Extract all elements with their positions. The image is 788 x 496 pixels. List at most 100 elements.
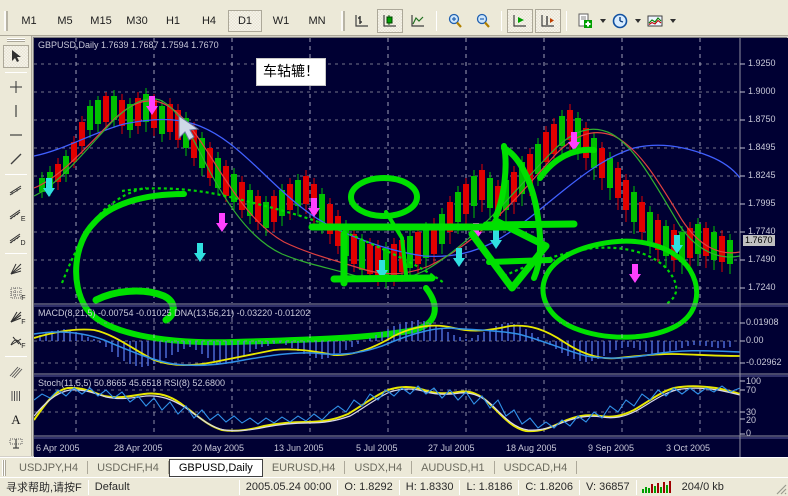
chart-toolbar	[337, 7, 678, 35]
status-close: C: 1.8206	[525, 481, 574, 493]
timeframe-mn[interactable]: MN	[308, 15, 326, 27]
tab-usdx-h4[interactable]: USDX,H4	[354, 461, 403, 474]
macd-axis-label-3: -0.02962	[746, 357, 782, 367]
auto-scroll-icon[interactable]	[507, 9, 533, 33]
connection-signal-icon[interactable]	[637, 481, 676, 493]
date-label-4: 13 Jun 2005	[274, 443, 324, 453]
macd-pane	[34, 310, 740, 373]
gann-fan-icon[interactable]	[3, 257, 29, 280]
timeframe-h1[interactable]: H1	[165, 15, 181, 27]
indicators-dropdown-caret[interactable]	[670, 19, 676, 23]
drawing-toolbar-grip[interactable]	[6, 38, 25, 42]
horizontal-line-icon[interactable]	[3, 124, 29, 147]
standard-deviation-icon[interactable]: D	[3, 226, 29, 249]
standard-deviation-sub: D	[20, 240, 26, 248]
timeframe-d1[interactable]: D1	[228, 10, 262, 32]
tab-usdjpy-h4[interactable]: USDJPY,H4	[19, 461, 79, 474]
status-high: H: 1.8330	[405, 481, 454, 493]
chart-header-label: GBPUSD,Daily 1.7639 1.7687 1.7594 1.7670	[38, 40, 219, 50]
drawing-toolbar: E D	[0, 36, 32, 456]
tab-divider-4	[411, 461, 413, 474]
tab-usdchf-h4[interactable]: USDCHF,H4	[97, 461, 159, 474]
gann-grid-icon[interactable]: F	[3, 281, 29, 304]
chart-text-annotation[interactable]: 车轱辘！	[256, 58, 326, 87]
chart-graphics	[34, 38, 788, 457]
tab-usdcad-h4[interactable]: USDCAD,H4	[503, 461, 568, 474]
toolbar-grip[interactable]	[4, 11, 8, 31]
macd-axis-label-1: 0.01908	[746, 317, 779, 327]
resize-grip-icon[interactable]	[773, 481, 787, 495]
date-label-7: 18 Aug 2005	[506, 443, 557, 453]
fibonacci-arc-icon[interactable]: F	[3, 329, 29, 352]
status-divider-3	[337, 479, 339, 495]
date-label-6: 27 Jul 2005	[428, 443, 475, 453]
trendline-icon[interactable]	[3, 147, 29, 170]
timeframe-m30[interactable]: M30	[126, 15, 148, 27]
vertical-line-icon[interactable]	[3, 100, 29, 123]
gann-grid-sub: F	[21, 295, 26, 303]
fibonacci-expansion-icon[interactable]	[3, 384, 29, 407]
timeframe-m5[interactable]: M5	[57, 15, 73, 27]
date-label-5: 5 Jul 2005	[356, 443, 398, 453]
timeframe-m1[interactable]: M1	[21, 15, 37, 27]
bar-chart-icon[interactable]	[349, 9, 375, 33]
price-label-6: 1.7995	[748, 198, 776, 208]
zoom-in-icon[interactable]	[442, 9, 468, 33]
text-label-icon[interactable]	[3, 432, 29, 455]
rsi-line-blue	[34, 385, 740, 429]
tab-gbpusd-daily[interactable]: GBPUSD,Daily	[168, 458, 263, 477]
new-template-icon[interactable]	[572, 9, 598, 33]
status-profile[interactable]: Default	[94, 481, 130, 493]
toolbar-grip-2[interactable]	[341, 11, 345, 31]
toolbar-divider-l3	[4, 253, 27, 255]
fibonacci-fan-icon[interactable]: F	[3, 305, 29, 328]
timeframe-w1[interactable]: W1	[272, 15, 290, 27]
status-divider-6	[518, 479, 520, 495]
stoch-axis-label-100: 100	[746, 376, 762, 386]
tab-divider-3	[344, 461, 346, 474]
date-label-1: 6 Apr 2005	[36, 443, 80, 453]
fibonacci-channel-icon[interactable]	[3, 360, 29, 383]
tab-audusd-h1[interactable]: AUDUSD,H1	[421, 461, 485, 474]
status-divider-1	[87, 479, 89, 495]
status-low: L: 1.8186	[466, 481, 513, 493]
chart-shift-icon[interactable]	[535, 9, 561, 33]
status-divider-4	[398, 479, 400, 495]
toolbar-divider-l4	[4, 356, 27, 358]
ma-fast-red	[34, 100, 740, 275]
status-divider-5	[459, 479, 461, 495]
line-chart-icon[interactable]	[405, 9, 431, 33]
status-volume: V: 36857	[586, 481, 630, 493]
ma-slow-blue	[34, 118, 740, 258]
fibonacci-fan-sub: F	[21, 319, 26, 327]
timeframe-h4[interactable]: H4	[201, 15, 217, 27]
period-dropdown-caret[interactable]	[635, 19, 641, 23]
current-price-tag: 1.7670	[743, 235, 775, 246]
cursor-icon[interactable]	[2, 44, 29, 68]
candlestick-chart-icon[interactable]	[377, 9, 403, 33]
tab-eurusd-h4[interactable]: EURUSD,H4	[271, 461, 336, 474]
status-datetime: 2005.05.24 00:00	[245, 481, 332, 493]
chart-canvas[interactable]: GBPUSD,Daily 1.7639 1.7687 1.7594 1.7670…	[33, 37, 788, 457]
linear-regression-icon[interactable]: E	[3, 202, 29, 225]
crosshair-icon[interactable]	[3, 76, 29, 99]
linear-regression-sub: E	[20, 216, 26, 224]
period-clock-icon[interactable]	[607, 9, 633, 33]
price-label-5: 1.8245	[748, 170, 776, 180]
timeframe-m15[interactable]: M15	[90, 15, 112, 27]
tab-divider-2	[167, 461, 169, 474]
tabbar-grip[interactable]	[2, 459, 6, 476]
price-label-2: 1.9000	[748, 86, 776, 96]
price-label-9: 1.7240	[748, 282, 776, 292]
template-dropdown-caret[interactable]	[600, 19, 606, 23]
svg-text:A: A	[11, 412, 21, 427]
text-tool-icon[interactable]: A	[3, 408, 29, 431]
price-label-7: 1.7740	[748, 226, 776, 236]
equidistant-channel-icon[interactable]	[3, 178, 29, 201]
stoch-pane	[34, 380, 740, 435]
indicators-icon[interactable]	[642, 9, 668, 33]
zoom-out-icon[interactable]	[470, 9, 496, 33]
tab-divider-1	[87, 461, 89, 474]
toolbar-divider	[436, 11, 437, 31]
